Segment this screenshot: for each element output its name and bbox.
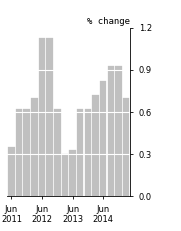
Bar xyxy=(24,109,30,196)
Bar xyxy=(100,81,106,196)
Text: % change: % change xyxy=(87,17,130,26)
Bar xyxy=(92,95,99,196)
Bar xyxy=(123,98,129,196)
Bar xyxy=(69,150,76,196)
Bar xyxy=(39,38,45,196)
Bar xyxy=(115,66,122,196)
Bar xyxy=(62,154,68,196)
Bar xyxy=(108,66,114,196)
Bar xyxy=(16,109,22,196)
Bar xyxy=(8,147,15,196)
Bar xyxy=(31,98,38,196)
Bar xyxy=(46,38,53,196)
Bar xyxy=(77,109,83,196)
Bar xyxy=(85,109,91,196)
Bar xyxy=(54,109,61,196)
